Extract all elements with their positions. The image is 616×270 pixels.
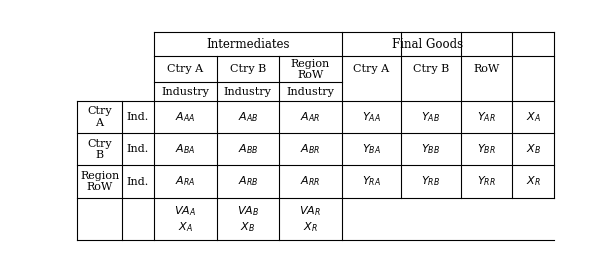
Text: $Y_{RB}$: $Y_{RB}$ [421,175,440,188]
Text: $X_R$: $X_R$ [526,175,541,188]
Text: $Y_{AA}$: $Y_{AA}$ [362,110,381,124]
Text: $A_{BB}$: $A_{BB}$ [238,143,258,156]
Text: $X_A$: $X_A$ [526,110,541,124]
Text: Final Goods: Final Goods [392,38,463,51]
Text: Region
RoW: Region RoW [291,59,330,80]
Text: $Y_{BA}$: $Y_{BA}$ [362,143,381,156]
Text: $Y_{RA}$: $Y_{RA}$ [362,175,381,188]
Text: $Y_{RR}$: $Y_{RR}$ [477,175,496,188]
Text: $A_{AB}$: $A_{AB}$ [238,110,258,124]
Text: Industry: Industry [286,87,334,97]
Text: Ctry A: Ctry A [167,64,203,74]
Text: $VA_B$
$X_B$: $VA_B$ $X_B$ [237,204,259,234]
Text: Industry: Industry [161,87,209,97]
Text: $A_{RB}$: $A_{RB}$ [238,175,258,188]
Text: Ctry A: Ctry A [354,64,389,74]
Text: Ind.: Ind. [127,177,149,187]
Text: $Y_{AB}$: $Y_{AB}$ [421,110,440,124]
Text: Region
RoW: Region RoW [80,171,119,192]
Text: $A_{RR}$: $A_{RR}$ [300,175,320,188]
Text: $X_B$: $X_B$ [526,143,541,156]
Text: Ctry
A: Ctry A [87,106,112,128]
Text: $A_{RA}$: $A_{RA}$ [175,175,195,188]
Text: $Y_{AR}$: $Y_{AR}$ [477,110,496,124]
Text: Ctry B: Ctry B [413,64,449,74]
Text: Ctry
B: Ctry B [87,139,112,160]
Text: $VA_R$
$X_R$: $VA_R$ $X_R$ [299,204,322,234]
Text: Industry: Industry [224,87,272,97]
Text: $VA_A$
$X_A$: $VA_A$ $X_A$ [174,204,197,234]
Text: RoW: RoW [473,64,500,74]
Text: $A_{AA}$: $A_{AA}$ [175,110,195,124]
Text: $Y_{BB}$: $Y_{BB}$ [421,143,440,156]
Text: $A_{BA}$: $A_{BA}$ [175,143,195,156]
Text: $A_{AR}$: $A_{AR}$ [301,110,320,124]
Text: $A_{BR}$: $A_{BR}$ [300,143,320,156]
Text: $Y_{BR}$: $Y_{BR}$ [477,143,496,156]
Text: Intermediates: Intermediates [206,38,290,51]
Text: Ind.: Ind. [127,144,149,154]
Text: Ctry B: Ctry B [230,64,266,74]
Text: Ind.: Ind. [127,112,149,122]
